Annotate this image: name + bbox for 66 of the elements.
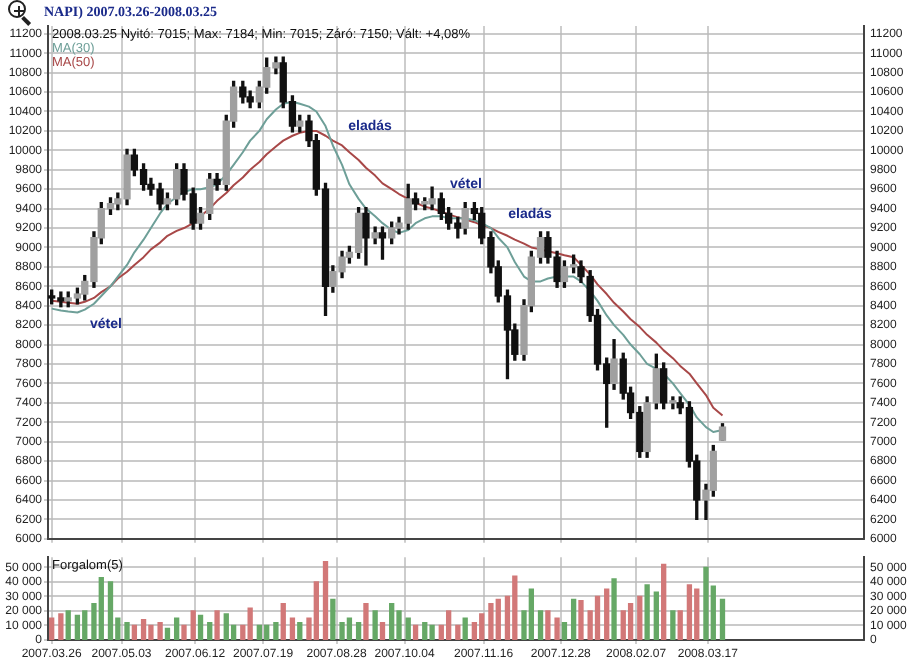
bar xyxy=(82,610,88,640)
bar xyxy=(140,619,147,640)
bar xyxy=(98,576,104,640)
bar xyxy=(207,621,213,640)
bar xyxy=(462,617,468,640)
bar xyxy=(355,621,362,640)
bar xyxy=(677,610,683,640)
bar xyxy=(256,624,263,640)
bar xyxy=(429,624,435,640)
bar xyxy=(379,621,386,640)
bar xyxy=(694,588,700,640)
bar xyxy=(719,598,726,640)
bar xyxy=(389,603,395,640)
bar xyxy=(107,581,114,640)
bar xyxy=(495,598,501,640)
bar xyxy=(58,613,64,640)
bar xyxy=(363,603,369,640)
bar xyxy=(570,598,577,640)
bar xyxy=(49,617,55,640)
bar xyxy=(173,617,180,640)
bar xyxy=(164,627,171,640)
bar xyxy=(627,603,634,640)
bar xyxy=(131,624,138,640)
bar xyxy=(537,610,544,640)
bar xyxy=(620,610,626,640)
bar xyxy=(445,610,452,640)
bar xyxy=(273,621,279,640)
bar xyxy=(372,610,378,640)
bar xyxy=(74,614,81,640)
bar xyxy=(471,621,478,640)
bar xyxy=(578,600,584,640)
bar xyxy=(561,621,568,640)
bar xyxy=(396,610,402,640)
bar xyxy=(289,617,296,640)
bar xyxy=(412,624,419,640)
bar xyxy=(653,591,659,640)
bar xyxy=(644,584,650,640)
bar xyxy=(661,563,667,640)
bar xyxy=(190,610,196,640)
bar xyxy=(197,614,204,640)
bar xyxy=(670,610,676,640)
bar xyxy=(405,617,411,640)
bar xyxy=(280,603,286,640)
bar xyxy=(264,624,270,640)
bar xyxy=(422,621,428,640)
bar xyxy=(214,610,220,640)
bar xyxy=(65,610,71,640)
bar xyxy=(604,588,610,640)
bar xyxy=(223,613,229,640)
bar xyxy=(686,584,693,640)
bar xyxy=(346,617,353,640)
bar xyxy=(181,624,187,640)
bar xyxy=(247,607,253,640)
bar xyxy=(297,621,303,640)
bar xyxy=(124,621,130,640)
bar xyxy=(322,560,329,640)
bar xyxy=(479,613,485,640)
bar xyxy=(594,595,601,640)
bar xyxy=(488,603,494,640)
bar xyxy=(703,566,709,640)
bar xyxy=(611,578,617,640)
bar xyxy=(313,581,319,640)
bar xyxy=(512,575,518,640)
bar xyxy=(528,588,535,640)
bar xyxy=(637,595,643,640)
bar xyxy=(455,624,461,640)
